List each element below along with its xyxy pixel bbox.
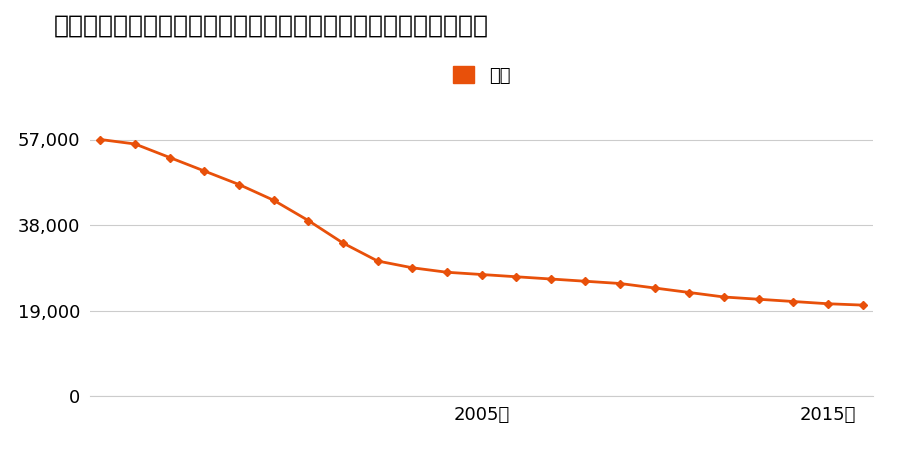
Legend: 価格: 価格 — [446, 59, 518, 92]
Text: 長野県上水内郡信濃町大字柏原字中島２７１１番２３の地価推移: 長野県上水内郡信濃町大字柏原字中島２７１１番２３の地価推移 — [54, 14, 489, 37]
